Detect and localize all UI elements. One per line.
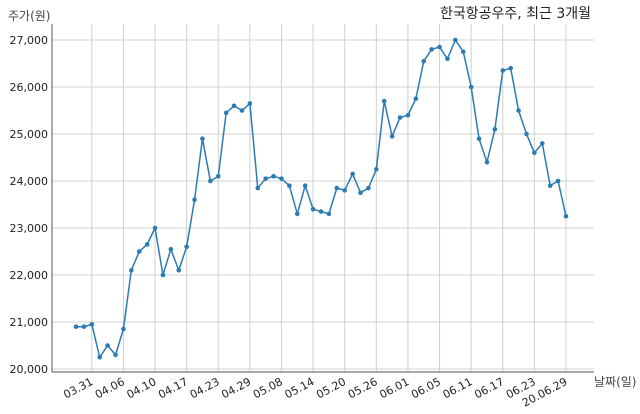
y-tick-label: 24,000 bbox=[10, 175, 49, 188]
data-point bbox=[121, 326, 126, 332]
y-tick-label: 22,000 bbox=[10, 269, 49, 282]
data-point bbox=[374, 166, 379, 172]
data-point bbox=[247, 101, 253, 106]
data-point bbox=[389, 134, 395, 139]
data-point bbox=[524, 131, 529, 137]
x-tick-label: 05.14 bbox=[283, 375, 317, 401]
data-point bbox=[192, 197, 197, 203]
x-tick-label: 06.17 bbox=[472, 375, 506, 401]
data-point bbox=[437, 44, 442, 50]
data-point bbox=[271, 174, 276, 179]
data-point bbox=[310, 206, 316, 212]
data-point bbox=[492, 127, 498, 132]
data-point bbox=[334, 185, 340, 191]
x-tick-label: 05.20 bbox=[314, 375, 348, 401]
data-point bbox=[453, 37, 458, 43]
x-tick-label: 05.26 bbox=[346, 375, 380, 401]
data-point bbox=[279, 176, 284, 181]
data-point bbox=[413, 96, 419, 102]
data-point bbox=[429, 47, 434, 52]
data-point bbox=[144, 242, 150, 247]
data-point bbox=[294, 211, 300, 217]
data-point bbox=[160, 272, 166, 278]
data-point bbox=[381, 98, 387, 104]
data-point bbox=[215, 174, 221, 179]
data-point bbox=[484, 159, 490, 165]
grid bbox=[52, 24, 594, 372]
x-tick-label: 03.31 bbox=[61, 375, 95, 401]
data-point bbox=[302, 183, 308, 188]
chart-title: 한국항공우주, 최근 3개월 bbox=[440, 6, 591, 22]
axes bbox=[51, 24, 594, 373]
data-point bbox=[342, 188, 348, 193]
data-point bbox=[508, 65, 513, 71]
data-point bbox=[397, 115, 403, 120]
data-point bbox=[239, 108, 245, 113]
data-point bbox=[460, 49, 466, 55]
data-point bbox=[263, 176, 268, 181]
data-point bbox=[129, 268, 134, 273]
x-tick-label: 04.23 bbox=[188, 375, 222, 401]
data-point bbox=[113, 352, 118, 358]
y-tick-label: 25,000 bbox=[10, 128, 49, 141]
data-point bbox=[532, 150, 537, 156]
data-point bbox=[366, 185, 371, 191]
series-group bbox=[73, 37, 569, 360]
x-tick-label: 04.29 bbox=[219, 375, 253, 401]
data-point bbox=[326, 211, 332, 217]
data-point bbox=[445, 56, 450, 62]
data-point bbox=[547, 183, 553, 188]
data-point bbox=[476, 136, 482, 141]
data-point bbox=[73, 324, 79, 330]
y-tick-label: 20,000 bbox=[10, 363, 49, 376]
data-point bbox=[468, 84, 474, 90]
data-point bbox=[81, 324, 87, 330]
x-tick-label: 05.08 bbox=[251, 375, 285, 401]
data-point bbox=[421, 58, 427, 64]
x-tick-label: 04.06 bbox=[93, 375, 127, 401]
data-point bbox=[89, 322, 95, 327]
data-point bbox=[539, 141, 545, 146]
y-tick-label: 21,000 bbox=[10, 316, 49, 329]
x-tick-labels: 03.3104.0604.1004.1704.2304.2905.0805.14… bbox=[61, 375, 569, 409]
data-point bbox=[97, 354, 103, 360]
data-point bbox=[405, 112, 411, 118]
data-point bbox=[563, 213, 569, 219]
y-axis-label: 주가(원) bbox=[8, 9, 50, 23]
data-point bbox=[350, 171, 355, 177]
data-point bbox=[555, 178, 561, 184]
data-point bbox=[516, 108, 521, 113]
data-point bbox=[200, 136, 205, 141]
data-point bbox=[152, 225, 158, 231]
series-line bbox=[76, 38, 567, 360]
data-point bbox=[208, 178, 213, 184]
y-tick-label: 26,000 bbox=[10, 81, 49, 94]
x-tick-label: 06.05 bbox=[409, 375, 443, 401]
data-point bbox=[358, 190, 363, 196]
data-point bbox=[231, 103, 237, 109]
data-point bbox=[105, 343, 110, 348]
data-point bbox=[168, 246, 174, 252]
data-point bbox=[500, 68, 506, 73]
y-tick-label: 27,000 bbox=[10, 34, 49, 47]
data-point bbox=[318, 209, 324, 214]
data-point bbox=[184, 244, 189, 250]
data-point bbox=[287, 183, 292, 188]
data-point bbox=[223, 110, 229, 116]
data-point bbox=[176, 268, 182, 273]
x-tick-label: 06.01 bbox=[377, 375, 411, 401]
x-axis-label: 날짜(일) bbox=[594, 375, 636, 389]
x-tick-label: 06.11 bbox=[441, 375, 475, 401]
x-tick-label: 04.17 bbox=[156, 375, 190, 401]
data-point bbox=[136, 249, 142, 254]
y-tick-labels: 20,000 21,000 22,000 23,000 24,000 25,000 26,0… bbox=[10, 34, 49, 376]
y-tick-label: 23,000 bbox=[10, 222, 49, 235]
data-point bbox=[255, 185, 261, 191]
x-tick-label: 04.10 bbox=[125, 375, 159, 401]
